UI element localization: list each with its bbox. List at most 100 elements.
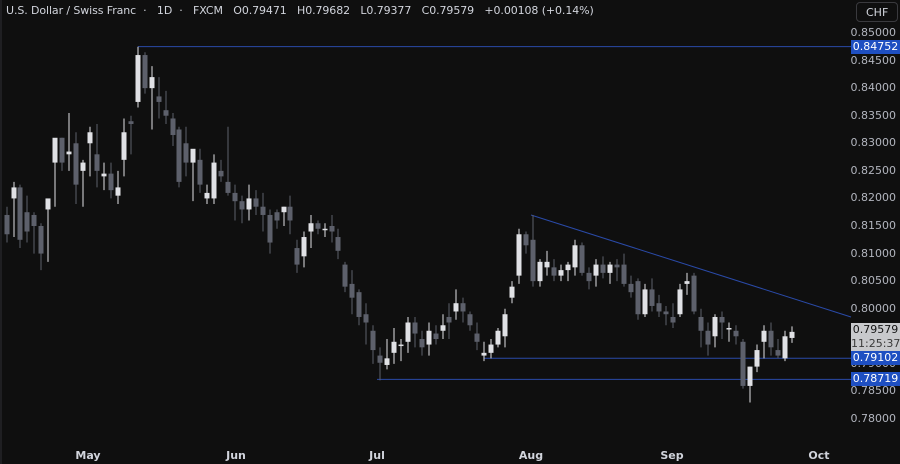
bullish-candle (593, 264, 599, 276)
bullish-candle (607, 264, 613, 273)
bearish-candle (73, 143, 79, 185)
bearish-candle (128, 121, 134, 124)
bullish-candle (101, 173, 107, 177)
bearish-candle (294, 248, 300, 265)
bullish-candle (684, 281, 690, 284)
time-axis-label: Aug (518, 449, 544, 462)
bearish-candle (719, 316, 725, 323)
bearish-candle (163, 110, 169, 116)
bullish-candle (45, 198, 51, 210)
ohlc-low: L0.79377 (360, 4, 412, 17)
bearish-candle (775, 350, 781, 356)
chart-left-border (0, 0, 2, 464)
bullish-candle (149, 77, 155, 89)
price-axis-tick: 0.84500 (850, 53, 897, 67)
interval-label[interactable]: 1D (156, 4, 173, 17)
bullish-candle (391, 341, 397, 353)
current-price-tag: 0.79579 11:25:37 (851, 323, 900, 351)
bearish-candle (412, 322, 418, 334)
price-level-tag: 0.79102 (851, 351, 900, 366)
bullish-candle (761, 330, 767, 342)
bearish-candle (614, 264, 620, 268)
bullish-candle (558, 270, 564, 276)
bar-countdown: 11:25:37 (851, 337, 900, 350)
bullish-candle (565, 264, 571, 271)
price-axis-tick: 0.80500 (850, 274, 897, 288)
bearish-candle (733, 330, 739, 337)
bullish-candle (426, 330, 432, 345)
price-axis-tick: 0.78500 (850, 384, 897, 398)
currency-button[interactable]: CHF (856, 2, 898, 22)
bearish-candle (474, 333, 480, 342)
symbol-name[interactable]: U.S. Dollar / Swiss Franc (6, 4, 137, 17)
bullish-candle (384, 358, 390, 365)
descending-trendline (530, 214, 852, 318)
bullish-candle (453, 303, 459, 312)
bearish-candle (24, 212, 30, 232)
bullish-candle (398, 344, 404, 347)
bullish-candle (754, 350, 760, 367)
bearish-candle (218, 170, 224, 177)
bullish-candle (308, 223, 314, 232)
price-level-tag: 0.84752 (851, 39, 900, 54)
price-axis-tick: 0.83500 (850, 108, 897, 122)
bearish-candle (342, 264, 348, 287)
bullish-candle (516, 234, 522, 276)
bullish-candle (281, 206, 287, 213)
time-axis-label: Jun (226, 449, 246, 462)
bearish-candle (253, 198, 259, 207)
bearish-candle (377, 355, 383, 363)
bullish-candle (135, 55, 141, 102)
separator: · (143, 4, 147, 17)
price-axis-tick: 0.82000 (850, 191, 897, 205)
bullish-candle (405, 322, 411, 342)
bearish-candle (740, 341, 746, 386)
bullish-candle (488, 344, 494, 353)
bearish-candle (287, 206, 293, 221)
bearish-candle (170, 118, 176, 136)
bearish-candle (433, 333, 439, 340)
bearish-candle (274, 212, 280, 221)
bearish-candle (4, 214, 10, 235)
bullish-candle (572, 245, 578, 268)
bullish-candle (52, 137, 58, 163)
bearish-candle (600, 264, 606, 273)
bearish-candle (315, 223, 321, 229)
bullish-candle (747, 366, 753, 386)
bearish-candle (705, 330, 711, 345)
bullish-candle (80, 162, 86, 171)
symbol-legend: U.S. Dollar / Swiss Franc · 1D · FXCM O0.7… (6, 4, 601, 17)
bullish-candle (481, 352, 487, 356)
bullish-candle (322, 228, 328, 231)
bearish-candle (176, 129, 182, 182)
bearish-candle (267, 214, 273, 243)
bearish-candle (370, 330, 376, 351)
bearish-candle (156, 96, 162, 102)
bearish-candle (768, 330, 774, 348)
ohlc-close: C0.79579 (421, 4, 475, 17)
bullish-candle (537, 261, 543, 282)
bullish-candle (190, 148, 196, 163)
separator: · (179, 4, 183, 17)
bullish-candle (204, 192, 210, 199)
bearish-candle (59, 137, 65, 163)
bullish-candle (502, 314, 508, 337)
bearish-candle (649, 289, 655, 306)
bullish-candle (544, 261, 550, 268)
bearish-candle (329, 226, 335, 232)
time-axis-label: Oct (808, 449, 830, 462)
bullish-candle (789, 331, 795, 338)
bullish-candle (509, 286, 515, 298)
bullish-candle (115, 187, 121, 196)
bearish-candle (197, 159, 203, 185)
bearish-candle (635, 281, 641, 315)
bearish-candle (656, 303, 662, 312)
price-axis-tick: 0.82500 (850, 163, 897, 177)
bearish-candle (232, 192, 238, 202)
ohlc-high: H0.79682 (297, 4, 350, 17)
bullish-candle (66, 151, 72, 155)
bearish-candle (663, 311, 669, 315)
ohlc-open: O0.79471 (233, 4, 287, 17)
time-axis-label: Jul (369, 449, 385, 462)
